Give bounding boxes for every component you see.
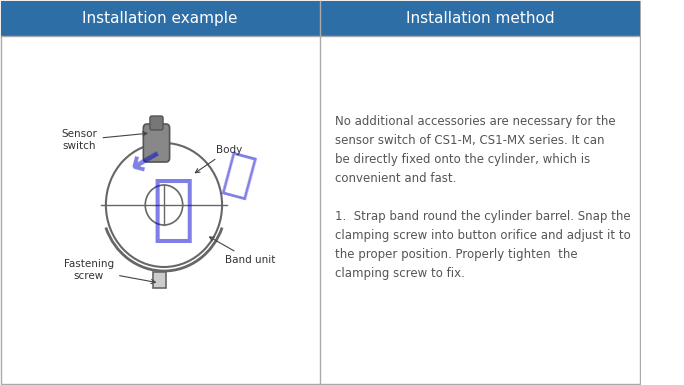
Text: 云: 云 (218, 148, 260, 202)
Text: Band unit: Band unit (209, 237, 275, 265)
Text: No additional accessories are necessary for the
sensor switch of CS1-M, CS1-MX s: No additional accessories are necessary … (335, 115, 616, 185)
FancyBboxPatch shape (153, 272, 166, 288)
FancyBboxPatch shape (321, 1, 640, 36)
Text: Installation method: Installation method (406, 10, 555, 25)
FancyBboxPatch shape (1, 1, 640, 384)
FancyBboxPatch shape (1, 1, 320, 36)
Text: Fastening
screw: Fastening screw (64, 259, 155, 284)
Text: Sensor
switch: Sensor switch (62, 129, 147, 151)
FancyBboxPatch shape (150, 116, 163, 130)
Text: Body: Body (196, 145, 241, 173)
Text: ←: ← (122, 136, 169, 185)
Text: 润: 润 (152, 176, 195, 244)
FancyBboxPatch shape (144, 124, 170, 162)
Text: 1.  Strap band round the cylinder barrel. Snap the
clamping screw into button or: 1. Strap band round the cylinder barrel.… (335, 210, 631, 280)
Text: Installation example: Installation example (83, 10, 238, 25)
